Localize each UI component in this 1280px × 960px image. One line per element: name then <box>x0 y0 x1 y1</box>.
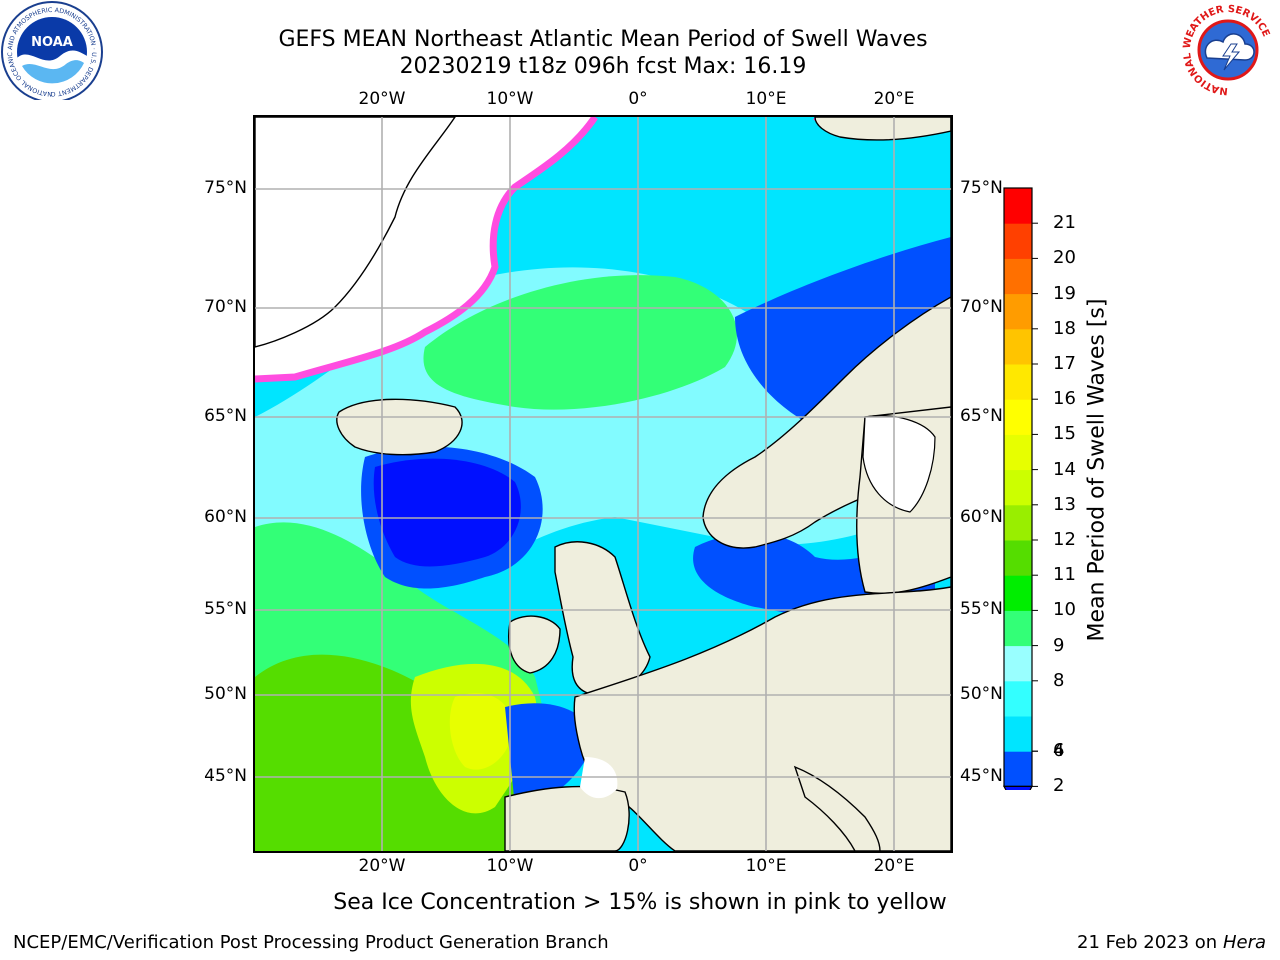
colorbar-tick-label: 13 <box>1053 493 1076 515</box>
noaa-logo: NATIONAL OCEANIC AND ATMOSPHERIC ADMINIS… <box>0 0 103 100</box>
footer-date: 21 Feb 2023 on Hera <box>1077 932 1266 953</box>
swell-band-2-deep <box>373 458 521 567</box>
gridlines <box>255 117 951 851</box>
colorbar-segment <box>1004 645 1032 682</box>
tick-label: 10°W <box>486 89 534 109</box>
colorbar-tick-label: 12 <box>1053 529 1076 550</box>
map-subtitle: 20230219 t18z 096h fcst Max: 16.19 <box>399 54 807 79</box>
colorbar-segment <box>1004 469 1032 506</box>
colorbar-tick-label: 9 <box>1053 634 1065 656</box>
colorbar-segment <box>1004 328 1032 365</box>
tick-label: 0° <box>628 856 648 876</box>
swell-band-15 <box>449 693 513 770</box>
colorbar-segment <box>1004 188 1032 224</box>
map-title: GEFS MEAN Northeast Atlantic Mean Period… <box>278 27 928 52</box>
nws-logo: NATIONAL WEATHER SERVICE <box>1180 2 1276 98</box>
colorbar-tick-label: 17 <box>1053 353 1076 374</box>
colorbar-segment <box>1004 293 1032 330</box>
tick-label: 10°E <box>745 89 787 109</box>
tick-label: 50°N <box>960 684 1003 704</box>
land-ireland <box>508 615 561 674</box>
colorbar-tick-label: 20 <box>1053 247 1076 269</box>
colorbar-tick-label: 4 <box>1053 740 1065 762</box>
tick-label: 55°N <box>204 599 247 619</box>
tick-label: 20°W <box>358 856 406 876</box>
colorbar-tick-label: 21 <box>1053 212 1076 234</box>
colorbar-tick-label: 11 <box>1053 564 1076 586</box>
colorbar-tick-label: 18 <box>1053 317 1076 339</box>
land-layer <box>255 117 951 851</box>
tick-label: 60°N <box>204 507 247 527</box>
sea-ice-edge <box>255 117 598 383</box>
tick-label: 10°W <box>486 856 534 876</box>
tick-label: 10°E <box>745 856 787 876</box>
colorbar-segment <box>1004 399 1032 435</box>
colorbar-segment <box>1004 258 1032 295</box>
tick-label: 45°N <box>204 766 247 786</box>
land-iceland <box>336 398 463 456</box>
land-europe-mainland <box>573 586 951 851</box>
colorbar-tick-label: 6 <box>1053 740 1065 762</box>
colorbar-tick-label: 16 <box>1053 388 1076 410</box>
footer-date-text: 21 Feb 2023 on <box>1077 932 1218 953</box>
land-italy <box>793 765 881 851</box>
colorbar-segment <box>1004 610 1032 647</box>
colorbar-segment <box>1004 504 1032 541</box>
colorbar-segment <box>1004 680 1032 717</box>
footer-credit: NCEP/EMC/Verification Post Processing Pr… <box>13 932 609 953</box>
colorbar-tick-label: 8 <box>1053 669 1065 691</box>
footer-host: Hera <box>1222 932 1266 953</box>
colorbar-segment <box>1004 223 1032 259</box>
land-greenland-coast <box>255 117 456 348</box>
tick-label: 65°N <box>960 406 1003 426</box>
colorbar-frame <box>1003 187 1033 788</box>
tick-label: 70°N <box>204 297 247 317</box>
tick-label: 50°N <box>204 684 247 704</box>
swell-band-2-biscay <box>505 703 595 807</box>
tick-label: 20°E <box>873 856 915 876</box>
colorbar-tick-label: 2 <box>1053 775 1065 797</box>
colorbar-tick-label: 19 <box>1053 282 1076 304</box>
tick-label: 55°N <box>960 599 1003 619</box>
colorbar-tick-label: 15 <box>1053 423 1076 445</box>
colorbar <box>1002 187 1038 790</box>
tick-label: 20°W <box>358 89 406 109</box>
tick-label: 0° <box>628 89 648 109</box>
colorbar-segment <box>1004 434 1032 471</box>
swell-period-map <box>255 117 951 851</box>
map-frame <box>253 115 953 853</box>
tick-label: 65°N <box>204 406 247 426</box>
colorbar-segment <box>1004 716 1032 752</box>
land-iberia <box>504 785 630 851</box>
colorbar-label: Mean Period of Swell Waves [s] <box>1084 298 1110 642</box>
tick-label: 75°N <box>960 178 1003 198</box>
colorbar-tick-label: 14 <box>1053 458 1076 480</box>
tick-label: 20°E <box>873 89 915 109</box>
tick-label: 70°N <box>960 297 1003 317</box>
tick-label: 75°N <box>204 178 247 198</box>
noaa-logo-text: NOAA <box>31 35 73 50</box>
colorbar-segment <box>1004 364 1032 400</box>
colorbar-tick-label: 10 <box>1053 599 1076 621</box>
colorbar-segment <box>1004 575 1032 611</box>
land-svalbard <box>814 117 951 141</box>
tick-label: 60°N <box>960 507 1003 527</box>
masked-baltic-bothnia <box>862 415 936 513</box>
colorbar-segment <box>1004 540 1032 576</box>
colorbar-segment <box>1004 751 1032 787</box>
sea-ice-caption: Sea Ice Concentration > 15% is shown in … <box>333 890 947 915</box>
tick-label: 45°N <box>960 766 1003 786</box>
